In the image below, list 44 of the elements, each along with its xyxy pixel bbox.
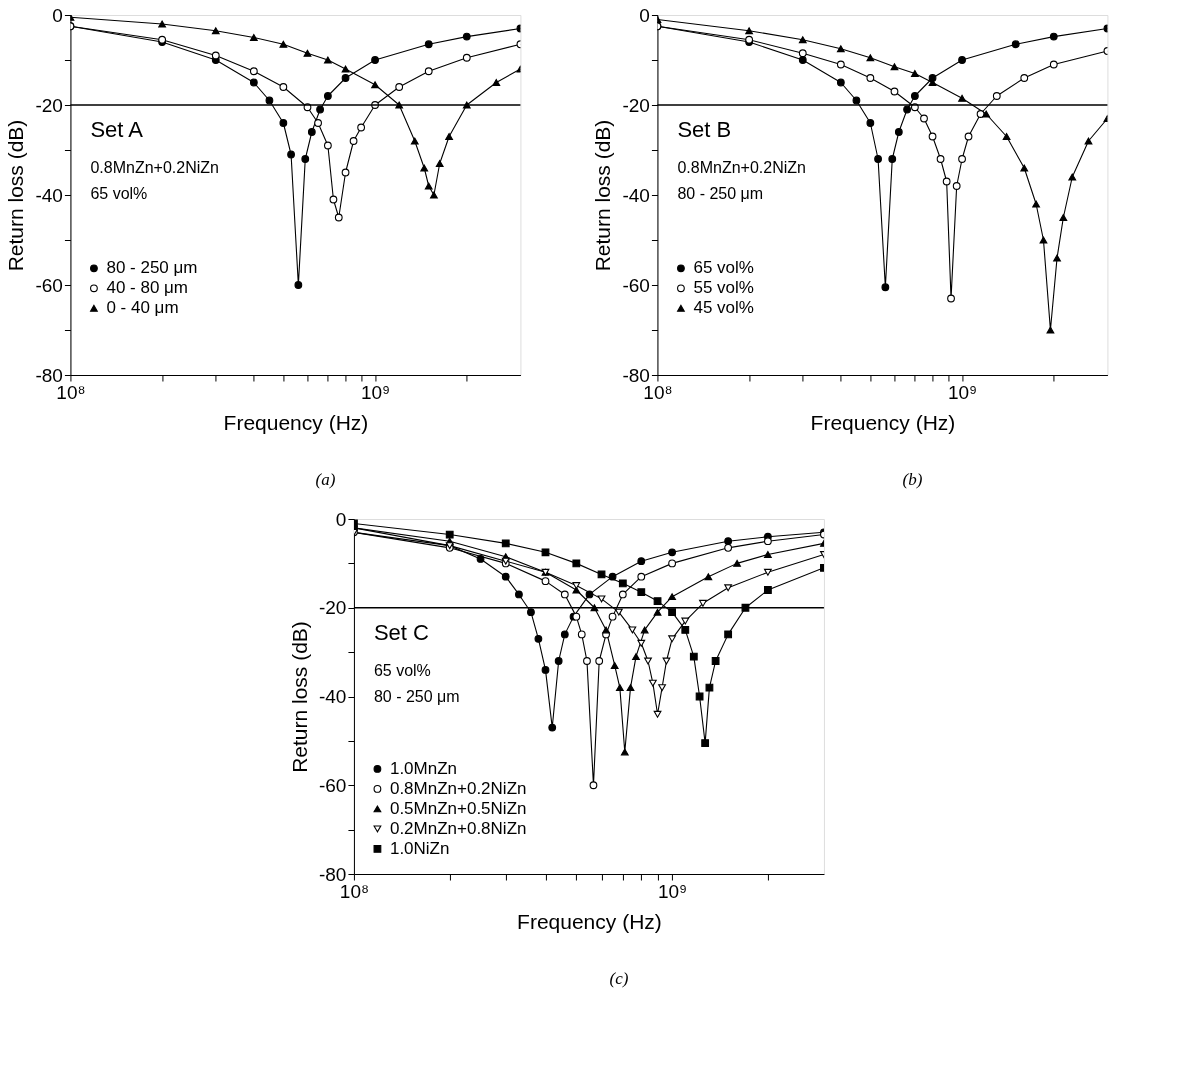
annotation: 0.8MnZn+0.2NiZn <box>677 159 806 177</box>
text: (c) <box>609 969 629 988</box>
y-tick-label: -40 <box>622 184 650 206</box>
y-tick-label: -20 <box>622 94 650 116</box>
annotation: 0.8MnZn+0.2NiZn <box>90 159 219 177</box>
y-tick-label: -40 <box>318 686 347 707</box>
y-tick-label: 0 <box>335 508 347 530</box>
legend-label: 1.0MnZn <box>389 758 458 778</box>
legend-label: 1.0NiZn <box>389 838 450 858</box>
y-tick-label: -60 <box>622 274 650 296</box>
x-tick-label: 10⁹ <box>360 381 391 403</box>
annotation: Set A <box>90 117 144 143</box>
annotation: 65 vol% <box>373 661 431 679</box>
legend-label: 0.8MnZn+0.2NiZn <box>389 778 527 798</box>
y-tick-label: -40 <box>35 184 63 206</box>
annotation: 65 vol% <box>90 185 148 203</box>
text: (b) <box>902 470 923 489</box>
y-axis-title: Return loss (dB) <box>591 119 615 272</box>
legend-label: 0.5MnZn+0.5NiZn <box>389 798 527 818</box>
x-axis-title: Frequency (Hz) <box>223 410 369 434</box>
x-tick-label: 10⁹ <box>657 880 688 902</box>
text: (a) <box>315 470 336 489</box>
legend-label: 55 vol% <box>693 278 754 298</box>
annotation: 80 - 250 μm <box>677 185 764 203</box>
y-axis-title: Return loss (dB) <box>287 621 311 773</box>
x-tick-label: 10⁹ <box>947 381 978 403</box>
y-tick-label: 0 <box>639 4 650 26</box>
y-axis-title: Return loss (dB) <box>4 119 28 272</box>
legend-label: 0 - 40 μm <box>106 298 179 318</box>
legend-label: 65 vol% <box>693 258 754 278</box>
annotation: Set B <box>677 117 732 143</box>
y-tick-label: -60 <box>35 274 63 296</box>
legend-label: 40 - 80 μm <box>106 278 189 298</box>
y-tick-label: 0 <box>52 4 63 26</box>
annotation: Set C <box>373 619 430 645</box>
y-tick-label: -20 <box>35 94 63 116</box>
annotation: 80 - 250 μm <box>373 687 460 705</box>
y-tick-label: -20 <box>318 597 347 619</box>
legend-label: 80 - 250 μm <box>106 258 198 278</box>
x-axis-title: Frequency (Hz) <box>810 410 956 434</box>
y-tick-label: -60 <box>318 774 347 796</box>
x-axis-title: Frequency (Hz) <box>517 909 662 933</box>
legend-label: 0.2MnZn+0.8NiZn <box>389 818 527 838</box>
legend-label: 45 vol% <box>693 298 754 318</box>
